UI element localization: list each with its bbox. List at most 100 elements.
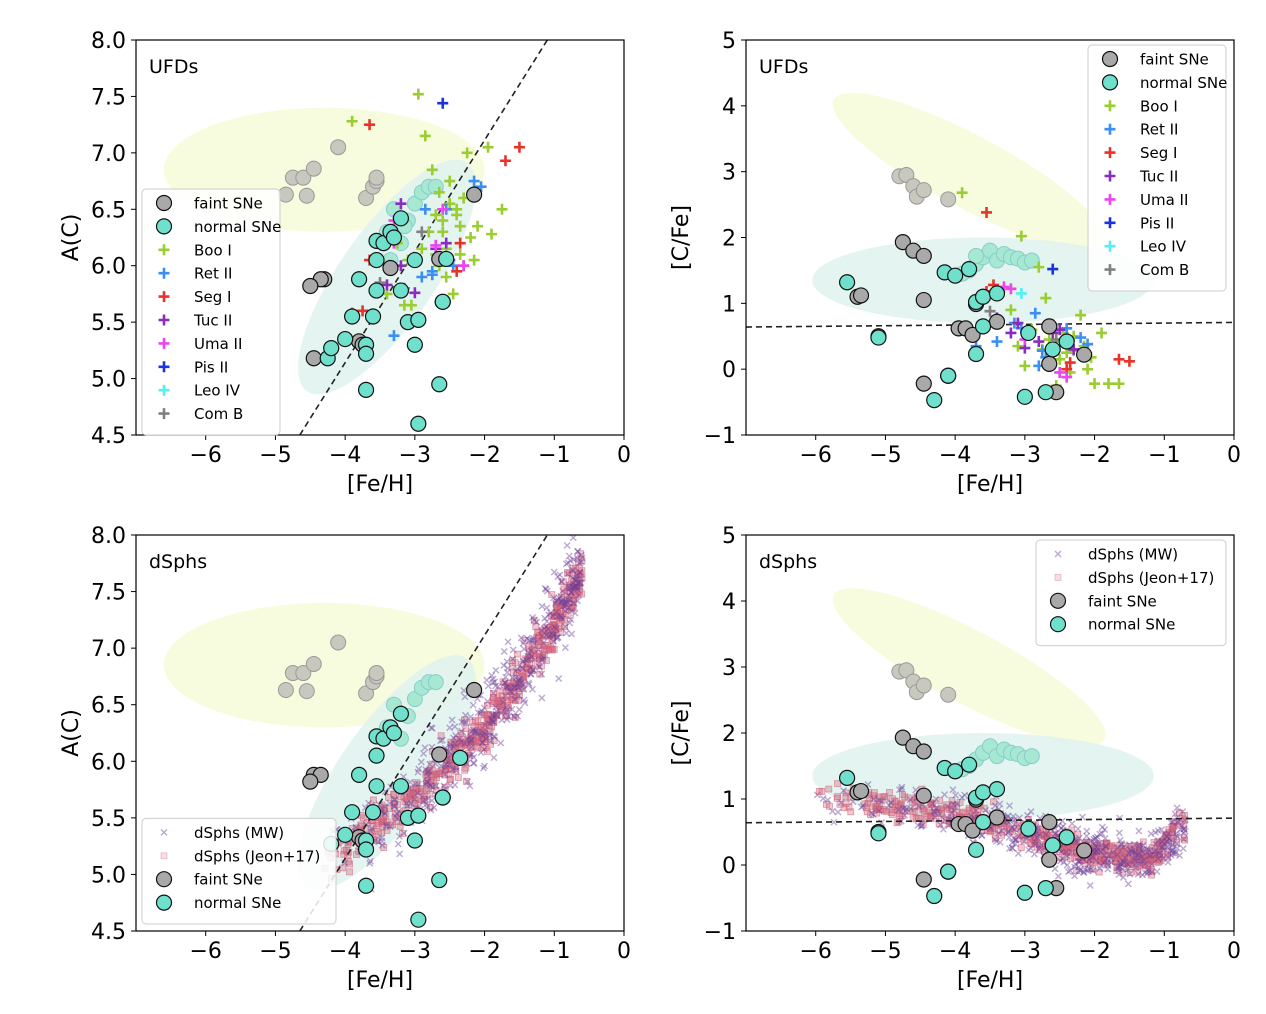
- jeon-square: [423, 779, 430, 787]
- jeon-square: [474, 718, 482, 726]
- jeon-square: [909, 808, 917, 816]
- mw-cross: [1030, 850, 1038, 858]
- mw-cross: [561, 600, 569, 608]
- mw-cross: [574, 548, 582, 556]
- mw-cross: [991, 802, 999, 810]
- normal-sne-point: [988, 780, 1006, 798]
- jeon-square: [421, 795, 429, 803]
- mw-cross: [952, 791, 960, 799]
- jeon-square: [379, 818, 387, 826]
- jeon-square: [1145, 851, 1153, 859]
- normal-sne-point: [438, 250, 455, 268]
- mw-cross: [500, 661, 508, 669]
- faint-sne-point: [1041, 318, 1058, 335]
- mw-cross: [568, 588, 576, 596]
- jeon-square: [410, 794, 418, 802]
- jeon-square: [1125, 843, 1133, 850]
- mw-cross: [469, 759, 477, 767]
- mw-cross: [525, 680, 533, 688]
- mw-cross: [878, 797, 886, 805]
- mw-cross: [518, 664, 526, 672]
- jeon-square: [552, 629, 560, 636]
- mw-cross: [403, 799, 411, 807]
- mw-cross: [561, 607, 569, 615]
- mw-cross: [565, 583, 573, 591]
- mw-cross: [1151, 828, 1159, 836]
- mw-cross: [1140, 856, 1148, 864]
- mw-cross: [569, 574, 577, 582]
- mw-cross: [393, 810, 401, 818]
- mw-cross: [489, 718, 497, 726]
- jeon-square: [521, 655, 529, 663]
- legend-marker-pis-ii: [158, 361, 170, 373]
- mw-cross: [1008, 844, 1016, 852]
- normal-sne-point: [434, 789, 451, 806]
- y-tick-label: 7.5: [91, 85, 126, 110]
- jeon-square: [1029, 836, 1037, 843]
- jeon-square: [898, 799, 905, 807]
- mw-cross: [524, 652, 532, 660]
- jeon-square: [466, 737, 474, 744]
- legend-label: faint SNe: [1088, 592, 1157, 610]
- jeon-square: [497, 696, 505, 704]
- mw-cross: [1057, 848, 1065, 856]
- legend-label: normal SNe: [1088, 616, 1175, 634]
- mw-cross: [1092, 843, 1100, 851]
- plus-point-boo-i: [454, 220, 466, 232]
- mw-cross: [1173, 804, 1181, 812]
- normal-sne-point: [392, 705, 410, 722]
- mw-cross: [515, 692, 523, 700]
- mw-cross: [576, 568, 584, 576]
- mw-cross: [458, 718, 466, 726]
- normal-sne-point: [1020, 820, 1037, 837]
- plus-point-boo-i: [1113, 378, 1125, 390]
- mw-cross: [1109, 849, 1117, 857]
- plus-point-boo-i: [1103, 378, 1115, 390]
- mw-cross: [567, 616, 575, 624]
- plus-point-ret-ii: [991, 336, 1003, 348]
- mw-cross: [423, 803, 431, 811]
- mw-cross: [478, 707, 486, 715]
- mw-cross: [1158, 844, 1166, 852]
- mw-cross: [484, 682, 492, 690]
- jeon-square: [497, 705, 505, 713]
- jeon-square: [446, 776, 454, 784]
- mw-cross: [558, 599, 566, 607]
- mw-cross: [569, 583, 577, 591]
- faint-sne-point: [298, 683, 315, 700]
- plus-point-boo-i: [1089, 378, 1101, 390]
- axes-frame: [135, 534, 625, 932]
- y-tick-label: 5.0: [91, 368, 126, 393]
- mw-cross: [411, 780, 419, 788]
- mw-cross: [507, 688, 515, 696]
- mw-cross: [519, 658, 527, 666]
- mw-cross: [840, 787, 848, 795]
- jeon-square: [1148, 871, 1155, 879]
- plus-point-boo-i: [398, 299, 410, 311]
- normal-sne-point: [385, 724, 403, 742]
- mw-cross: [561, 644, 569, 652]
- mw-cross: [1180, 829, 1188, 837]
- plus-point-seg-i: [454, 237, 466, 249]
- mw-cross: [1005, 833, 1013, 841]
- mw-cross: [859, 802, 867, 810]
- faint-sne-point: [915, 677, 932, 694]
- mw-cross: [543, 604, 551, 612]
- jeon-square: [387, 821, 395, 829]
- mw-cross: [557, 577, 565, 585]
- mw-cross: [1117, 840, 1125, 848]
- jeon-square: [958, 809, 966, 817]
- legend-label: Uma II: [1140, 191, 1188, 209]
- legend-marker-ret-ii: [158, 267, 170, 279]
- mw-cross: [1131, 848, 1139, 856]
- normal-sne-point: [838, 769, 856, 786]
- legend-label: Pis II: [1140, 214, 1174, 232]
- jeon-square: [483, 710, 491, 718]
- legend-box: [1087, 44, 1227, 292]
- mw-cross: [366, 859, 374, 867]
- plus-point-ret-ii: [1075, 332, 1087, 344]
- mw-cross: [1141, 869, 1149, 877]
- jeon-square: [845, 803, 853, 811]
- normal-sne-point: [410, 415, 427, 432]
- mw-cross: [452, 731, 460, 739]
